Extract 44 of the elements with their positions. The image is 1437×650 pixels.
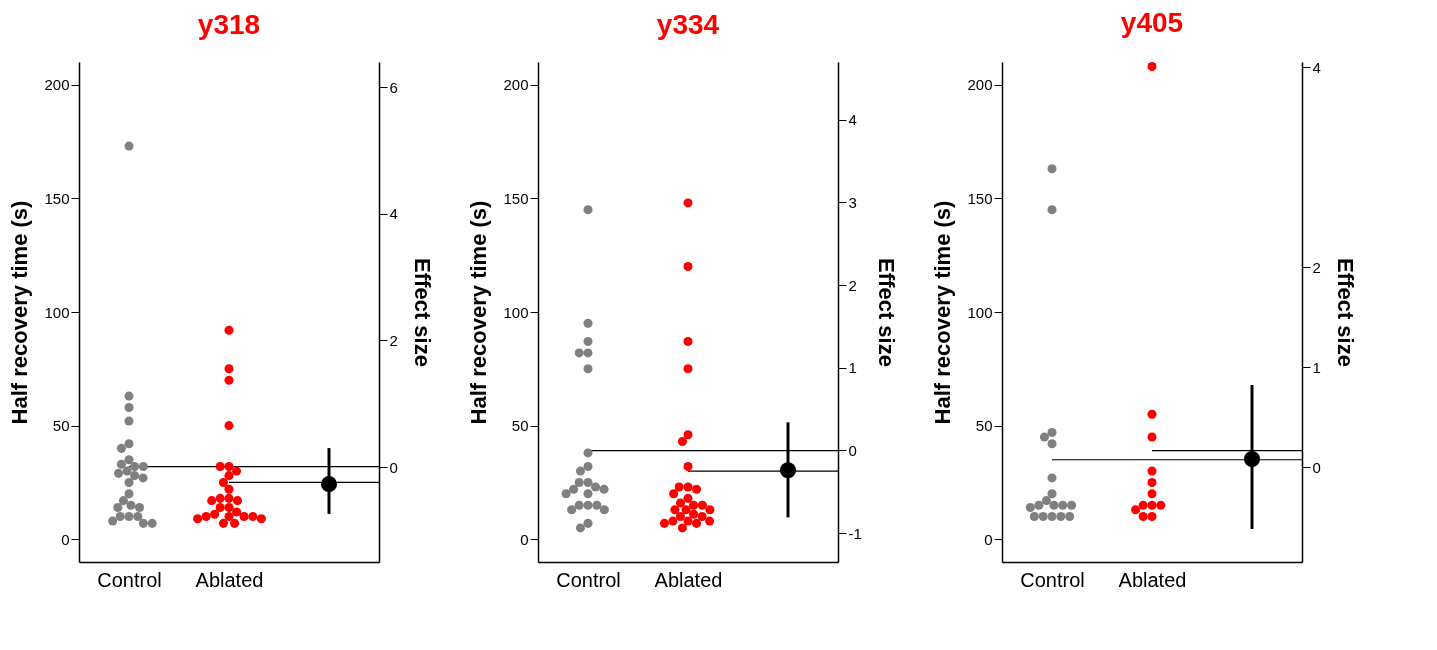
y-tick-label: 0 xyxy=(61,530,70,548)
x-tick-label: Control xyxy=(556,568,621,591)
chart-title: y318 xyxy=(197,9,261,40)
x-tick-label: Ablated xyxy=(195,568,264,591)
y-axis-title: Half recovery time (s) xyxy=(7,200,33,425)
y2-tick-label: 4 xyxy=(389,205,398,223)
y-tick-label: 200 xyxy=(503,76,529,94)
y-axis-title: Half recovery time (s) xyxy=(466,200,492,425)
y-tick-label: 100 xyxy=(44,303,70,321)
y-axis-title: Half recovery time (s) xyxy=(930,200,956,425)
chart-title: y405 xyxy=(1120,7,1184,38)
y2-axis-title: Effect size xyxy=(873,258,899,367)
y2-tick-label: 4 xyxy=(1312,58,1321,76)
y-tick-label: 100 xyxy=(967,303,993,321)
x-tick-label: Ablated xyxy=(1118,568,1187,591)
y2-tick-label: 4 xyxy=(848,111,857,129)
x-tick-label: Ablated xyxy=(654,568,723,591)
y2-tick-label: 2 xyxy=(848,276,857,294)
x-tick-label: Control xyxy=(1020,568,1085,591)
y2-tick-label: 1 xyxy=(1312,358,1321,376)
y2-tick-label: 2 xyxy=(1312,258,1321,276)
y-tick-label: 200 xyxy=(967,76,993,94)
y-tick-label: 200 xyxy=(44,76,70,94)
y-tick-label: 0 xyxy=(520,530,529,548)
y-tick-label: 150 xyxy=(503,189,529,207)
y2-axis-title: Effect size xyxy=(409,258,435,367)
y2-tick-label: 6 xyxy=(389,78,398,96)
chart-title: y334 xyxy=(656,9,720,40)
y2-tick-label: 2 xyxy=(389,331,398,349)
y2-tick-label: 0 xyxy=(1312,458,1321,476)
y2-tick-label: 1 xyxy=(848,359,857,377)
y2-tick-label: -1 xyxy=(848,524,862,542)
y-tick-label: 50 xyxy=(511,417,529,435)
y2-axis-title: Effect size xyxy=(1332,258,1358,367)
y2-tick-label: 0 xyxy=(848,441,857,459)
y-tick-label: 0 xyxy=(984,530,993,548)
y-tick-label: 50 xyxy=(975,417,993,435)
y2-tick-label: 0 xyxy=(389,458,398,476)
y2-tick-label: 3 xyxy=(848,194,857,211)
y-tick-label: 150 xyxy=(967,189,993,207)
y-tick-label: 50 xyxy=(52,417,70,435)
y-tick-label: 150 xyxy=(44,189,70,207)
x-tick-label: Control xyxy=(97,568,162,591)
y-tick-label: 100 xyxy=(503,303,529,321)
